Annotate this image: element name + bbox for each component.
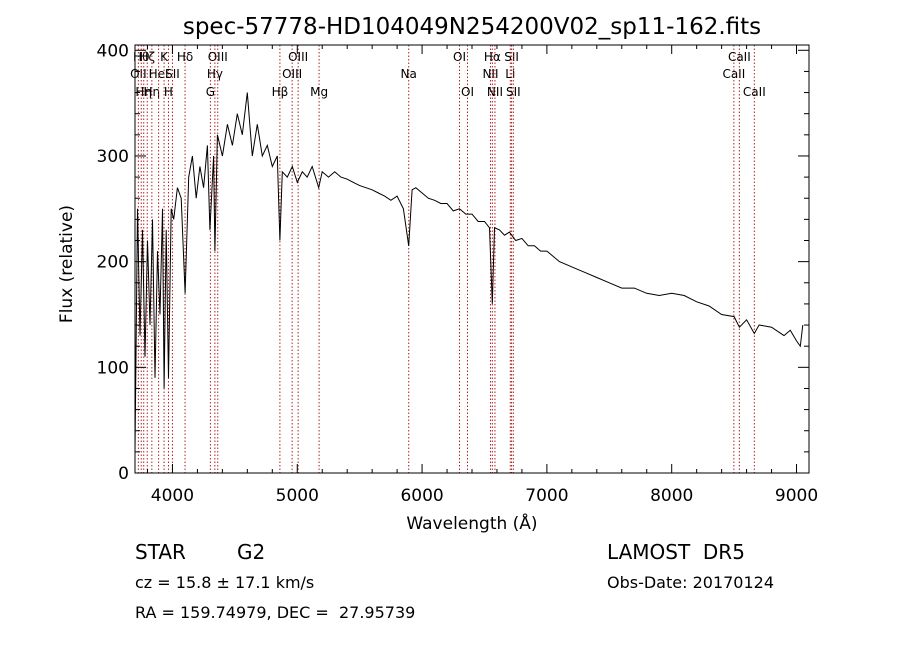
marker-label-13: Hβ (272, 85, 289, 99)
marker-label-3: Hζ (139, 50, 155, 64)
marker-label-7: H (164, 85, 173, 99)
marker-label-0: OII (130, 67, 147, 81)
x-axis: 4000 5000 6000 7000 8000 9000 (146, 45, 818, 506)
marker-label-10: Hγ (207, 67, 223, 81)
survey-name: LAMOST DR5 (607, 540, 745, 564)
y-axis-label: Flux (relative) (57, 205, 77, 323)
line-markers: OII Hθ Hη Hζ Hη HeI K H SII Hδ Hγ G OIII Hβ OIII OIII Mg… (130, 45, 766, 473)
x-tick-label-0: 4000 (151, 486, 194, 506)
x-tick-label-4: 8000 (650, 486, 693, 506)
y-tick-label-2: 200 (97, 253, 129, 273)
y-axis: 0 100 200 300 400 (97, 41, 809, 484)
marker-label-2: Hη (135, 85, 152, 99)
x-axis-label: Wavelength (Å) (406, 512, 537, 534)
marker-label-28: CaII (743, 85, 766, 99)
x-tick-label-1: 5000 (276, 486, 319, 506)
marker-label-21: Hα (484, 50, 501, 64)
marker-label-5: HeI (149, 67, 169, 81)
marker-label-14: OIII (282, 67, 302, 81)
marker-label-1: Hθ (133, 50, 149, 64)
marker-label-26: CaII (722, 67, 745, 81)
x-tick-label-3: 7000 (525, 486, 568, 506)
marker-label-25: SII (506, 85, 521, 99)
y-tick-label-0: 0 (118, 464, 129, 484)
marker-label-18: OI (453, 50, 466, 64)
y-tick-label-1: 100 (97, 358, 129, 378)
coordinates: RA = 159.74979, DEC = 27.95739 (135, 603, 416, 622)
marker-label-19: OI (461, 85, 474, 99)
marker-label-22: NII (487, 85, 503, 99)
marker-label-16: Mg (310, 85, 328, 99)
marker-label-12: OIII (208, 50, 228, 64)
plot-frame (134, 44, 810, 474)
marker-label-8: SII (165, 67, 180, 81)
x-tick-label-5: 9000 (775, 486, 818, 506)
marker-label-17: Na (401, 67, 417, 81)
object-class: STAR (135, 540, 186, 564)
marker-label-23: Li (505, 67, 515, 81)
marker-label-4: Hη (144, 85, 161, 99)
marker-label-6: K (160, 50, 169, 64)
marker-label-27: CaII (728, 50, 751, 64)
marker-label-24: SII (504, 50, 519, 64)
x-tick-label-2: 6000 (400, 486, 443, 506)
marker-label-11: G (206, 85, 215, 99)
chart-title: spec-57778-HD104049N254200V02_sp11-162.f… (183, 14, 761, 40)
y-tick-label-3: 300 (97, 147, 129, 167)
marker-label-20: NII (482, 67, 498, 81)
redshift-value: cz = 15.8 ± 17.1 km/s (135, 573, 315, 592)
y-tick-label-4: 400 (97, 41, 129, 61)
observation-date: Obs-Date: 20170124 (607, 573, 775, 592)
subclass: G2 (237, 540, 266, 564)
marker-label-9: Hδ (177, 50, 193, 64)
spectrum-line (134, 92, 804, 452)
marker-label-15: OIII (288, 50, 308, 64)
